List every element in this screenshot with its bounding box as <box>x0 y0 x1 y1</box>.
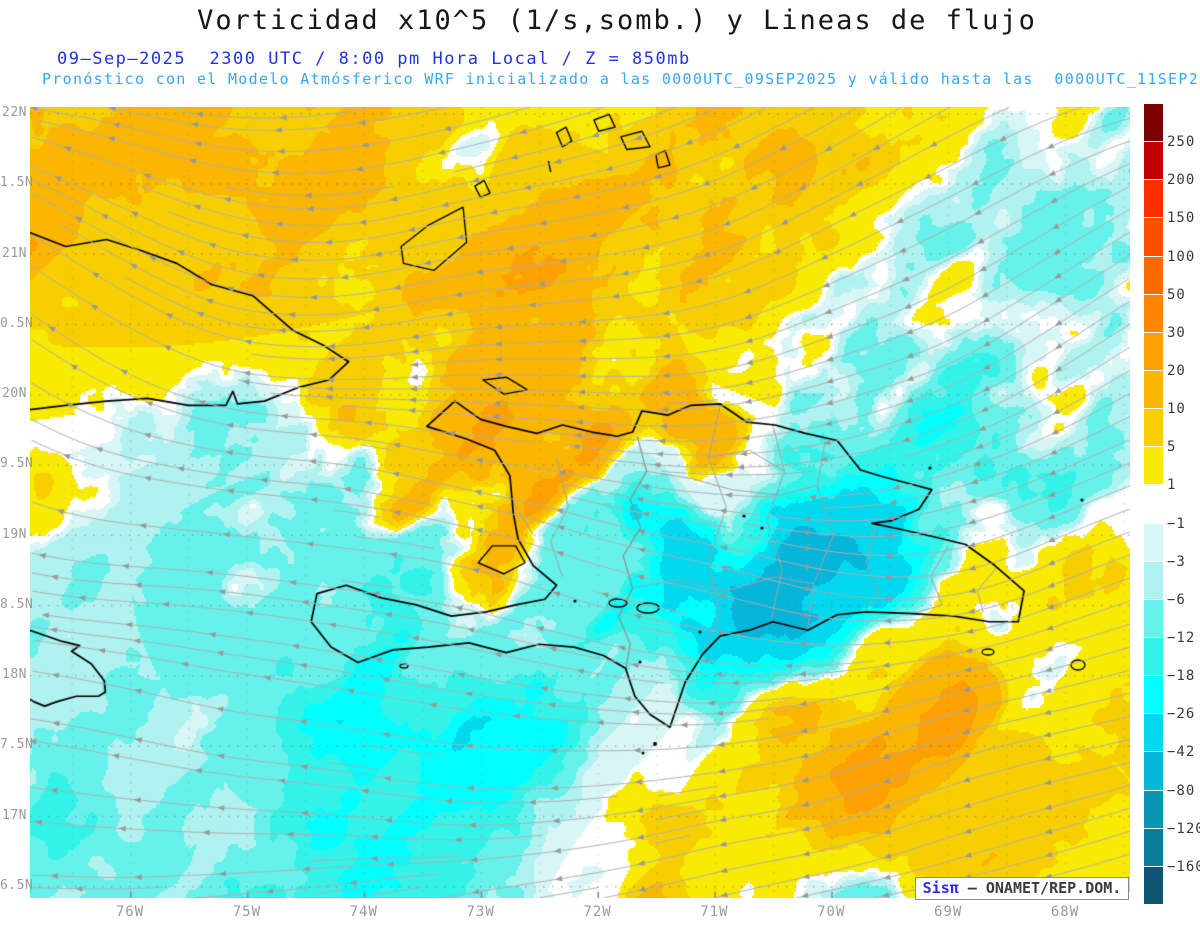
colorbar-segment <box>1144 638 1163 677</box>
model-info-line: Pronóstico con el Modelo Atmósferico WRF… <box>42 70 1200 88</box>
lat-tick-label: 19N <box>2 526 27 542</box>
colorbar-tick-label: 30 <box>1167 324 1186 341</box>
colorbar-segment <box>1144 599 1163 638</box>
colorbar-tick-label: 150 <box>1167 210 1196 227</box>
colorbar-segment <box>1144 752 1163 791</box>
colorbar-tick-label: −12 <box>1167 630 1196 646</box>
vorticity-streamline-map <box>30 107 1130 898</box>
colorbar-segment <box>1144 218 1163 257</box>
lat-tick-label: 18N <box>2 667 27 683</box>
lat-tick-label: 20N <box>2 386 27 402</box>
lat-tick-label: 17N <box>2 807 27 823</box>
colorbar-segment <box>1144 828 1163 867</box>
lat-tick-label: 21N <box>2 245 27 261</box>
colorbar-segment <box>1144 142 1163 181</box>
lon-tick-label: 69W <box>933 904 963 920</box>
colorbar-tick-label: 5 <box>1167 439 1177 456</box>
colorbar-segment <box>1144 256 1163 295</box>
brand-logo-text: Sisπ <box>922 879 959 897</box>
colorbar-tick-label: −120 <box>1167 820 1200 837</box>
colorbar-tick-label: −42 <box>1167 744 1196 761</box>
colorbar-segment <box>1144 561 1163 600</box>
colorbar-segment <box>1144 866 1163 905</box>
colorbar-segment <box>1144 523 1163 562</box>
lon-tick-label: 74W <box>349 904 378 920</box>
colorbar-tick-label: −80 <box>1167 782 1196 799</box>
colorbar-segment <box>1144 447 1163 486</box>
colorbar-tick-label: −18 <box>1167 668 1196 685</box>
colorbar-tick-label: −6 <box>1167 591 1186 608</box>
lat-tick-label: 22N <box>2 105 27 120</box>
colorbar-segment <box>1144 294 1163 333</box>
chart-title: Vorticidad x10^5 (1/s,somb.) y Lineas de… <box>197 5 1037 36</box>
colorbar-tick-label: 20 <box>1167 363 1186 379</box>
lon-tick-label: 72W <box>583 904 612 920</box>
colorbar-segment <box>1144 714 1163 753</box>
lon-tick-label: 71W <box>700 904 729 920</box>
lon-tick-label: 75W <box>232 904 262 920</box>
colorbar-segment <box>1144 371 1163 410</box>
colorbar-tick-label: −26 <box>1167 706 1196 723</box>
colorbar-segment <box>1144 409 1163 448</box>
lon-tick-label: 70W <box>817 904 846 920</box>
lat-tick-label: 0.5N <box>0 315 34 331</box>
colorbar-segment <box>1144 104 1163 143</box>
colorbar-tick-label: 50 <box>1167 286 1186 303</box>
colorbar-tick-label: 100 <box>1167 248 1196 265</box>
lat-tick-label: 7.5N <box>0 737 34 753</box>
watermark-org-text: – ONAMET/REP.DOM. <box>958 879 1122 897</box>
lon-tick-label: 68W <box>1050 904 1080 920</box>
colorbar-tick-label: −3 <box>1167 553 1186 570</box>
colorbar-segment <box>1144 790 1163 829</box>
colorbar-tick-label: 200 <box>1167 172 1196 189</box>
colorbar-tick-label: 1 <box>1167 477 1177 494</box>
colorbar-segment <box>1144 676 1163 715</box>
lon-tick-label: 76W <box>115 904 145 920</box>
watermark-badge: Sisπ – ONAMET/REP.DOM. <box>915 877 1129 900</box>
colorbar-segment <box>1144 485 1163 524</box>
lat-tick-label: 6.5N <box>0 877 34 893</box>
colorbar-tick-label: −1 <box>1167 515 1186 532</box>
valid-time-line: 09–Sep–2025 2300 UTC / 8:00 pm Hora Loca… <box>57 49 691 69</box>
colorbar <box>1144 104 1163 905</box>
lat-tick-label: 8.5N <box>0 596 34 612</box>
colorbar-tick-label: 10 <box>1167 401 1186 418</box>
lon-tick-label: 73W <box>466 904 495 920</box>
lat-tick-label: 9.5N <box>0 456 34 472</box>
colorbar-segment <box>1144 332 1163 371</box>
colorbar-segment <box>1144 180 1163 219</box>
lat-tick-label: 1.5N <box>0 175 34 191</box>
colorbar-tick-label: 250 <box>1167 134 1196 151</box>
colorbar-tick-label: −160 <box>1167 858 1200 875</box>
